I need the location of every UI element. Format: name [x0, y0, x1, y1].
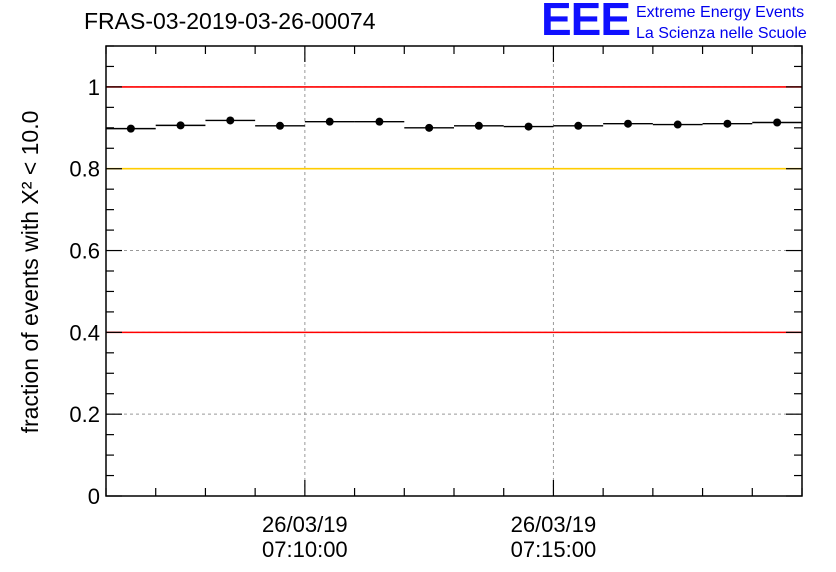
y-tick-label: 0.2 [69, 402, 100, 427]
x-tick-label-date: 26/03/19 [511, 512, 597, 537]
data-point [524, 122, 533, 131]
plot-frame [105, 45, 803, 497]
data-point [176, 121, 185, 130]
chart-title: FRAS-03-2019-03-26-00074 [84, 8, 376, 34]
y-tick-label: 0.6 [69, 239, 100, 264]
logo-text-line2: La Scienza nelle Scuole [636, 25, 807, 42]
data-point [126, 124, 135, 133]
data-point [375, 117, 384, 126]
data-point [574, 121, 583, 130]
data-point [723, 119, 732, 128]
y-tick-label: 0.4 [69, 320, 100, 345]
eee-logo-icon: EEE [541, 0, 631, 45]
y-tick-label: 0.8 [69, 157, 100, 182]
data-point [325, 117, 334, 126]
x-tick-label-date: 26/03/19 [262, 512, 348, 537]
grid [106, 46, 802, 496]
y-tick-label: 0 [88, 484, 100, 509]
data-point [276, 121, 284, 130]
y-tick-label: 1 [88, 75, 100, 100]
data-series [106, 116, 802, 133]
x-tick-label-time: 07:15:00 [511, 537, 597, 562]
data-point [624, 119, 632, 128]
data-point [226, 116, 235, 125]
data-point [673, 120, 682, 129]
x-tick-label-time: 07:10:00 [262, 537, 348, 562]
axis-ticks [105, 45, 803, 497]
y-axis-label: fraction of events with X² < 10.0 [17, 111, 43, 434]
logo-text-line1: Extreme Energy Events [636, 4, 805, 21]
data-point [773, 118, 782, 127]
reference-lines [106, 86, 802, 334]
data-point [425, 123, 434, 132]
data-point [474, 121, 483, 130]
tick-labels: 00.20.40.60.8126/03/1907:10:0026/03/1907… [69, 75, 596, 562]
